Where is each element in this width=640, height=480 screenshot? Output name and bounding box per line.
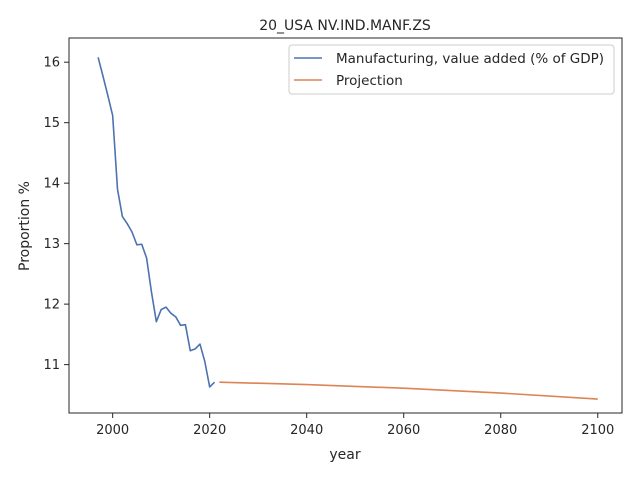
x-tick-label: 2040	[290, 423, 323, 438]
x-tick-label: 2000	[96, 423, 129, 438]
y-tick-label: 12	[43, 298, 60, 313]
series-line-2	[219, 381, 598, 400]
x-axis-label: year	[329, 447, 360, 463]
x-tick-label: 2100	[581, 423, 614, 438]
y-axis-ticks: 11 12 13 14 15 16	[43, 56, 69, 373]
legend: Manufacturing, value added (% of GDP) Pro…	[288, 44, 615, 95]
y-tick-label: 13	[43, 237, 60, 252]
plot-area	[97, 57, 598, 400]
x-tick-label: 2080	[484, 423, 517, 438]
y-tick-label: 11	[43, 358, 60, 373]
y-tick-label: 15	[43, 116, 60, 131]
series-line-1	[97, 57, 216, 388]
y-tick-label: 16	[43, 56, 60, 71]
legend-box	[288, 44, 615, 95]
legend-label: Manufacturing, value added (% of GDP)	[336, 51, 604, 67]
y-tick-label: 14	[43, 177, 60, 192]
y-axis-label: Proportion %	[17, 181, 33, 271]
x-axis-ticks: 2000 2020 2040 2060 2080 2100	[96, 413, 614, 438]
x-tick-label: 2060	[387, 423, 420, 438]
axes-frame	[68, 37, 623, 414]
chart-title: 20_USA NV.IND.MANF.ZS	[259, 18, 431, 34]
legend-label: Projection	[336, 73, 403, 89]
x-tick-label: 2020	[193, 423, 226, 438]
